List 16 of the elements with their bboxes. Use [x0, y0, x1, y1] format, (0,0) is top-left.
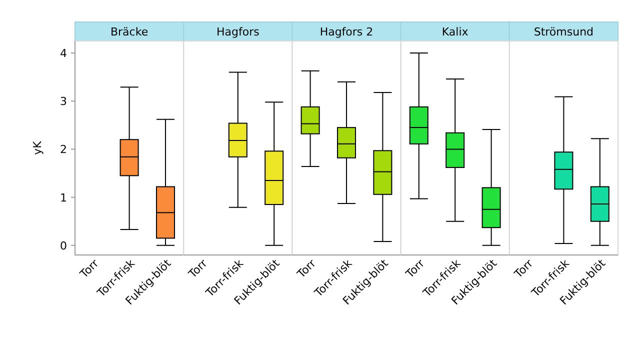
x-tick-label: Torr — [294, 256, 319, 282]
y-axis-title: yK — [31, 140, 44, 155]
x-tick-label: Torr — [402, 256, 428, 282]
x-tick-label: Torr — [511, 256, 536, 282]
x-tick-label: Torr — [76, 256, 102, 282]
y-tick-label: 0 — [60, 239, 67, 252]
y-tick-label: 2 — [60, 143, 67, 156]
chart-title: Hagfors 2 — [320, 26, 374, 38]
chart-title: Kalix — [442, 26, 469, 38]
chart-title: Bräcke — [110, 26, 148, 38]
chart-title: Strömsund — [534, 26, 594, 38]
y-tick-label: 4 — [60, 47, 67, 60]
x-tick-label: Torr — [185, 256, 210, 282]
chart-title: Hagfors — [216, 26, 260, 38]
y-tick-label: 3 — [60, 95, 67, 108]
y-tick-label: 1 — [60, 191, 67, 204]
